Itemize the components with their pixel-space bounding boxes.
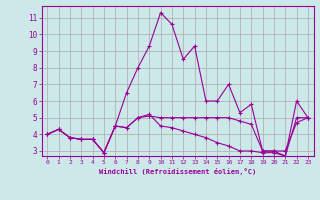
X-axis label: Windchill (Refroidissement éolien,°C): Windchill (Refroidissement éolien,°C) <box>99 168 256 175</box>
